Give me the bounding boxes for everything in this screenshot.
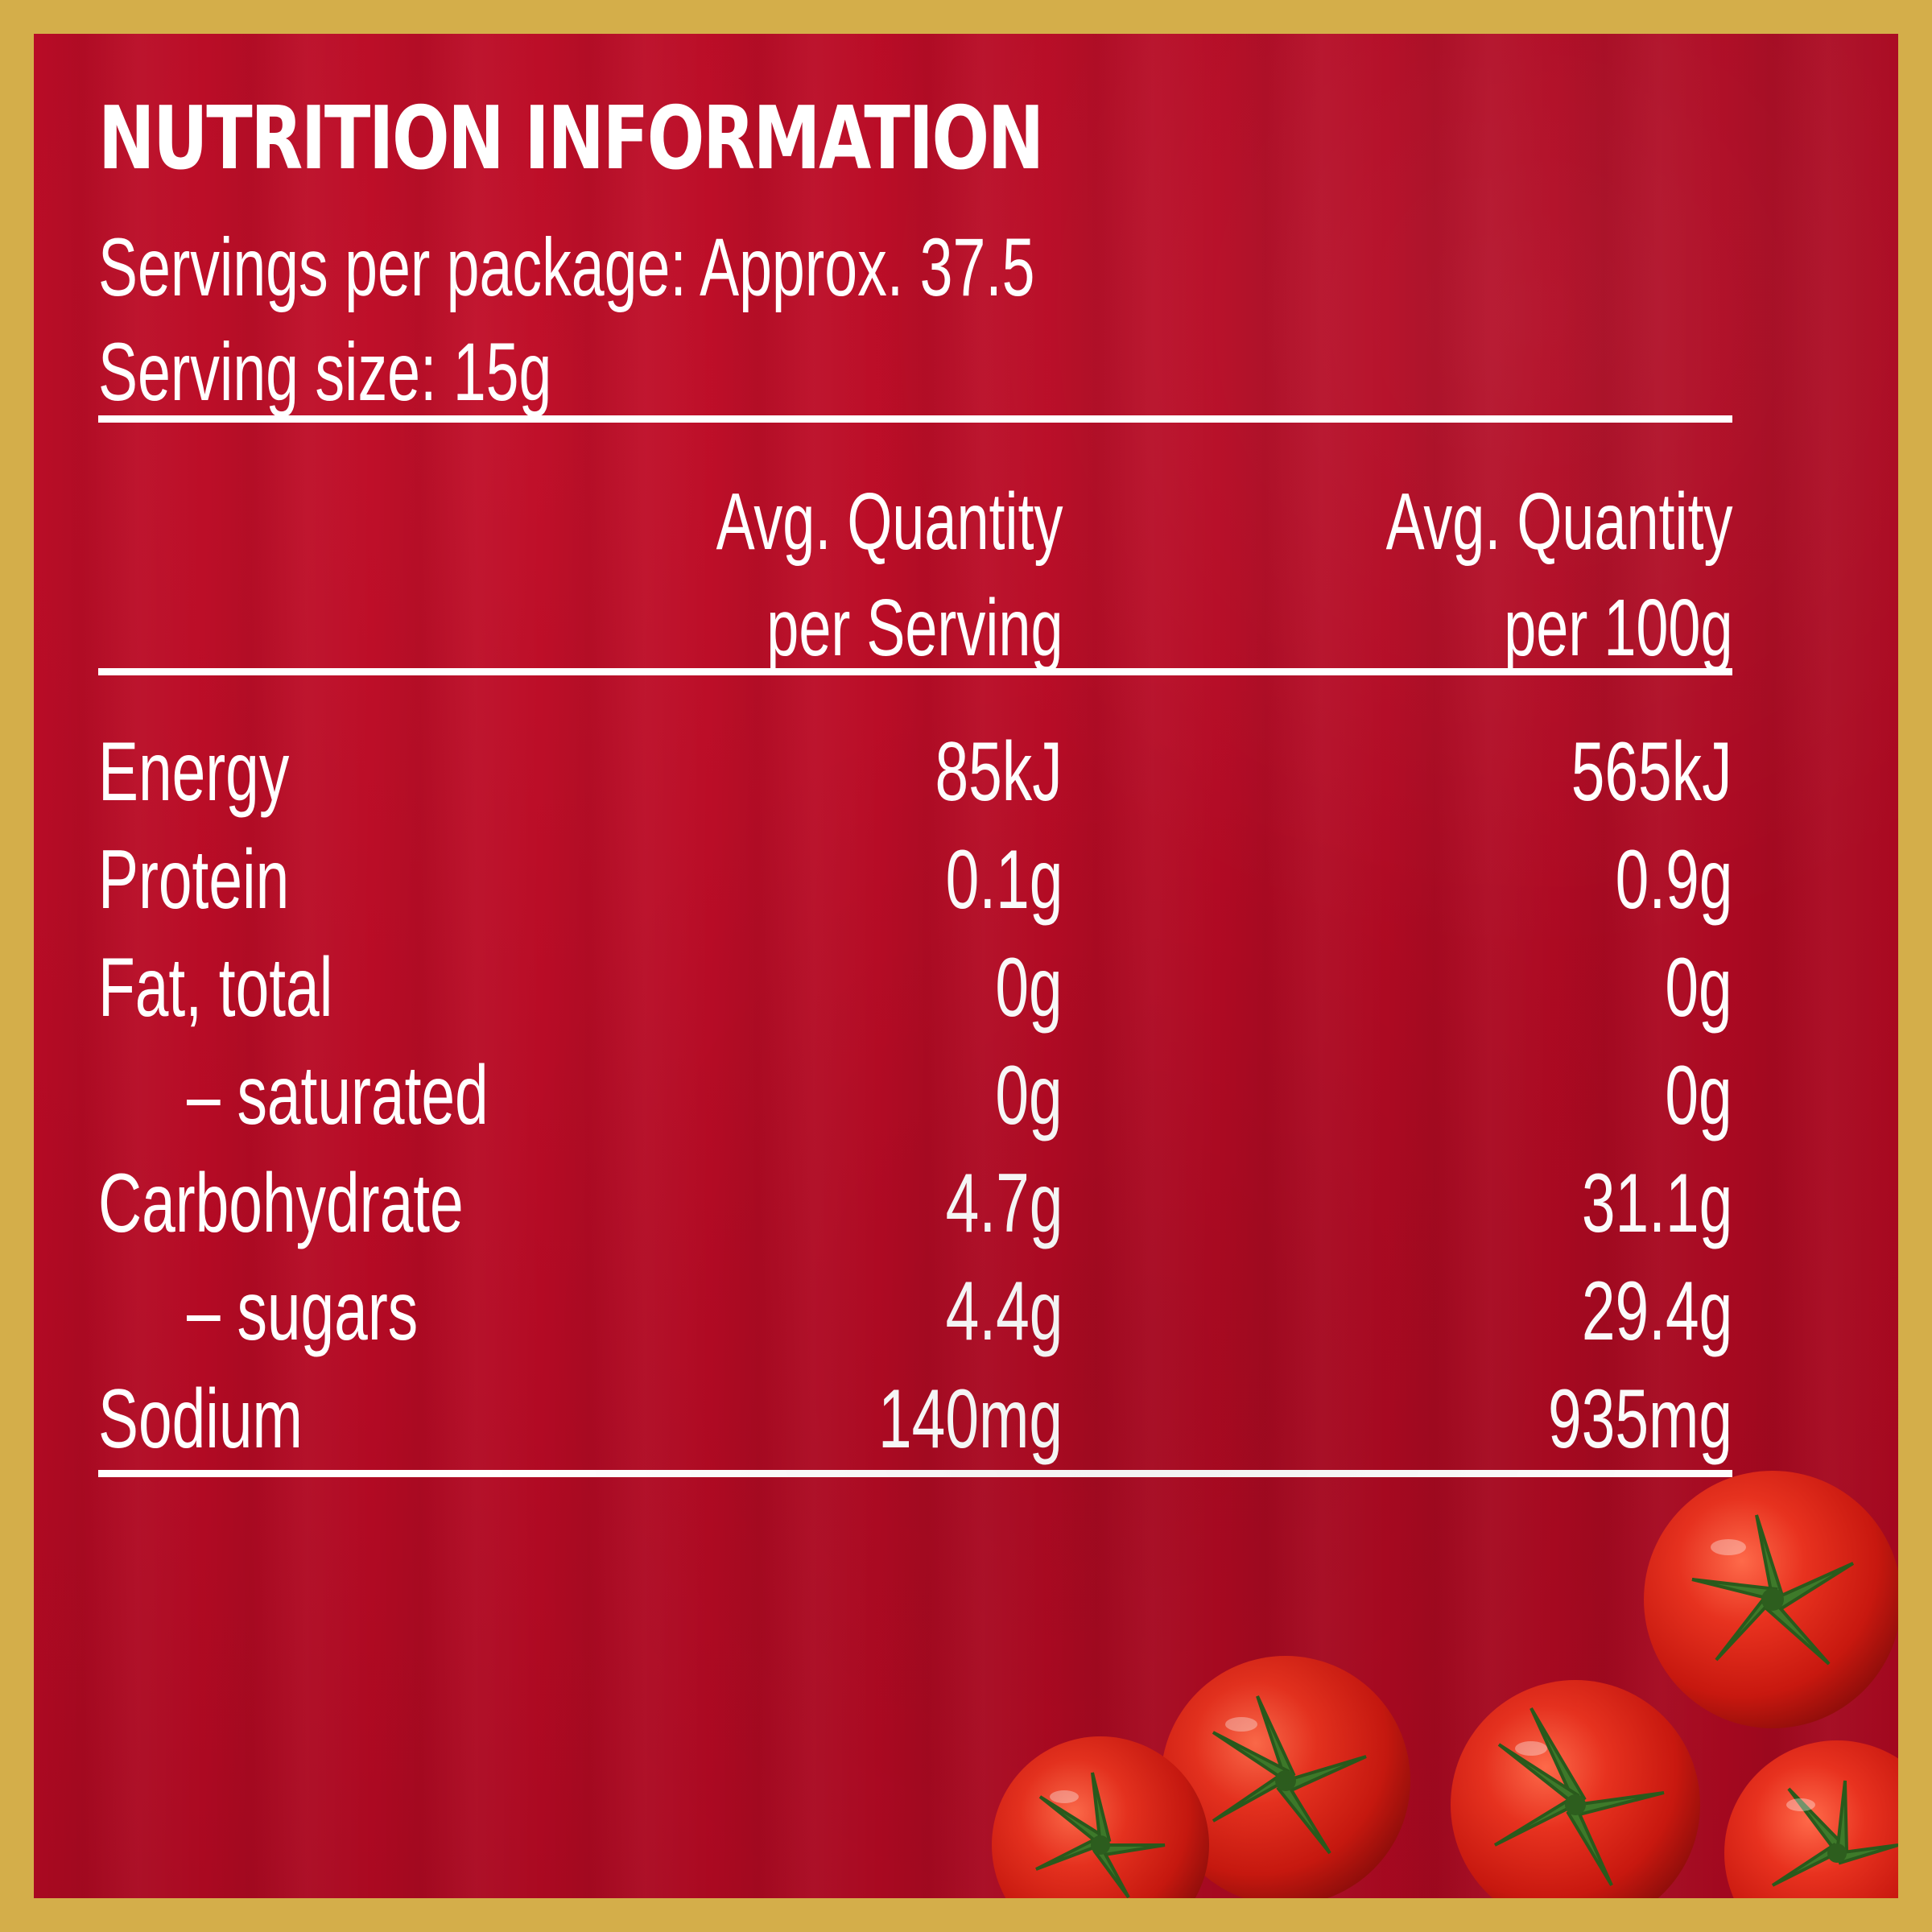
- row-label: Energy: [98, 725, 290, 819]
- row-value-per-serving: 85kJ: [935, 725, 1063, 819]
- row-label: Sodium: [98, 1373, 303, 1466]
- table-row-saturated: – saturated 0g 0g: [34, 1042, 1898, 1150]
- tomato-icon: [1161, 1656, 1410, 1898]
- tomatoes-illustration: [992, 1471, 1898, 1898]
- column-header-per-100g-line2: per 100g: [1503, 583, 1732, 673]
- rule-bottom: [98, 1470, 1732, 1477]
- serving-size: Serving size: 15g: [98, 326, 552, 418]
- row-label: – sugars: [187, 1265, 419, 1358]
- row-label: – saturated: [187, 1049, 489, 1142]
- row-value-per-serving: 0g: [995, 941, 1063, 1034]
- table-row-fat-total: Fat, total 0g 0g: [34, 934, 1898, 1042]
- column-header-per-serving-line1: Avg. Quantity: [716, 477, 1063, 567]
- tomato-icon: [992, 1736, 1209, 1898]
- row-value-per-100g: 935mg: [1548, 1373, 1732, 1466]
- column-header-per-serving-line2: per Serving: [766, 583, 1063, 673]
- rule-header: [98, 668, 1732, 675]
- row-label: Fat, total: [98, 941, 333, 1034]
- row-value-per-serving: 4.4g: [945, 1265, 1063, 1358]
- column-header-per-100g-line1: Avg. Quantity: [1385, 477, 1732, 567]
- row-value-per-100g: 0.9g: [1615, 833, 1732, 927]
- row-value-per-serving: 4.7g: [945, 1157, 1063, 1250]
- rule-top: [98, 415, 1732, 423]
- column-header-per-100g: Avg. Quantity per 100g: [1385, 469, 1732, 681]
- tomato-icon: [1644, 1471, 1898, 1728]
- row-value-per-serving: 0.1g: [945, 833, 1063, 927]
- servings-per-package: Servings per package: Approx. 37.5: [98, 221, 1035, 313]
- row-value-per-100g: 0g: [1665, 1049, 1732, 1142]
- row-label: Protein: [98, 833, 290, 927]
- table-row-carbohydrate: Carbohydrate 4.7g 31.1g: [34, 1150, 1898, 1257]
- row-value-per-serving: 140mg: [878, 1373, 1063, 1466]
- tomato-icon: [1451, 1680, 1700, 1898]
- tomato-icon: [1724, 1740, 1898, 1898]
- row-value-per-100g: 31.1g: [1581, 1157, 1732, 1250]
- table-row-sodium: Sodium 140mg 935mg: [34, 1365, 1898, 1473]
- nutrition-title: NUTRITION INFORMATION: [98, 89, 1044, 189]
- row-value-per-100g: 29.4g: [1581, 1265, 1732, 1358]
- table-row-protein: Protein 0.1g 0.9g: [34, 826, 1898, 934]
- row-label: Carbohydrate: [98, 1157, 464, 1250]
- table-row-energy: Energy 85kJ 565kJ: [34, 718, 1898, 826]
- nutrition-panel: NUTRITION INFORMATION Servings per packa…: [34, 34, 1898, 1898]
- table-row-sugars: – sugars 4.4g 29.4g: [34, 1257, 1898, 1365]
- row-value-per-100g: 565kJ: [1571, 725, 1732, 819]
- row-value-per-serving: 0g: [995, 1049, 1063, 1142]
- column-header-per-serving: Avg. Quantity per Serving: [716, 469, 1063, 681]
- row-value-per-100g: 0g: [1665, 941, 1732, 1034]
